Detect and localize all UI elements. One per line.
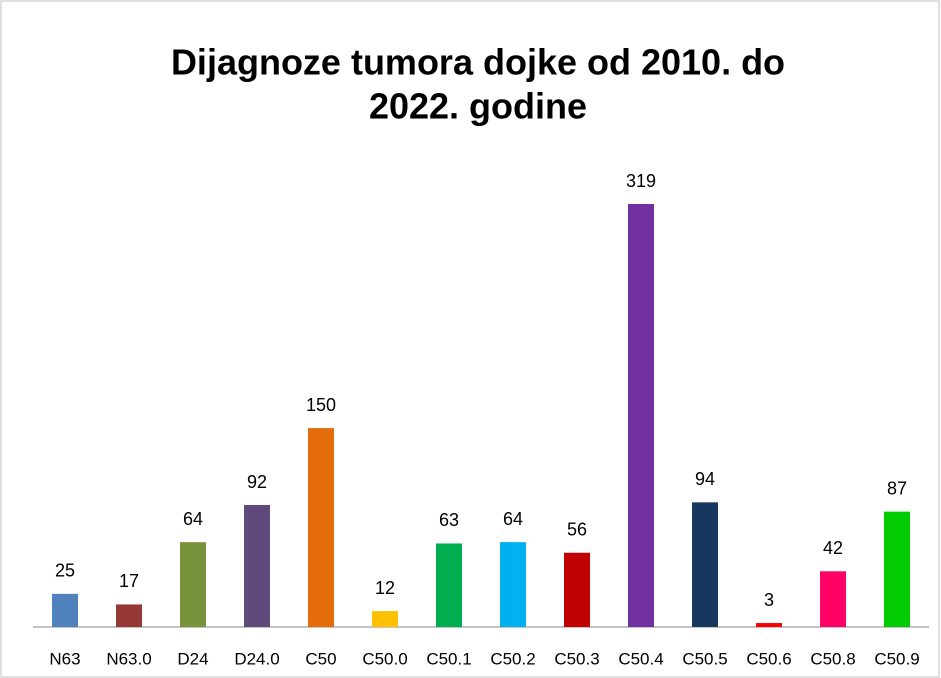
bar — [628, 204, 654, 627]
bar — [116, 604, 142, 627]
x-tick-label: D24.0 — [234, 649, 279, 668]
value-label: 92 — [247, 472, 267, 492]
bar — [820, 571, 846, 627]
value-label: 3 — [764, 590, 774, 610]
x-tick-label: D24 — [177, 649, 208, 668]
x-tick-label: C50.4 — [618, 649, 663, 668]
bar — [756, 623, 782, 627]
value-label: 17 — [119, 571, 139, 591]
x-tick-label: C50.1 — [426, 649, 471, 668]
value-label: 25 — [55, 561, 75, 581]
value-label: 63 — [439, 510, 459, 530]
value-label: 150 — [306, 395, 336, 415]
x-tick-label: C50.2 — [490, 649, 535, 668]
chart-title: Dijagnoze tumora dojke od 2010. do — [171, 42, 785, 83]
bar — [308, 428, 334, 627]
x-tick-label: N63 — [49, 649, 80, 668]
x-tick-label: C50.9 — [874, 649, 919, 668]
value-label: 42 — [823, 538, 843, 558]
bar — [372, 611, 398, 627]
value-label: 56 — [567, 519, 587, 539]
value-label: 12 — [375, 578, 395, 598]
x-tick-label: C50.5 — [682, 649, 727, 668]
bar — [884, 511, 910, 627]
x-tick-label: C50.8 — [810, 649, 855, 668]
value-label: 87 — [887, 478, 907, 498]
bar — [180, 542, 206, 627]
x-tick-label: C50.6 — [746, 649, 791, 668]
chart-title: 2022. godine — [369, 86, 587, 127]
value-label: 64 — [183, 509, 203, 529]
x-tick-label: C50.0 — [362, 649, 407, 668]
x-tick-label: C50.3 — [554, 649, 599, 668]
bar — [500, 542, 526, 627]
bar — [564, 552, 590, 627]
x-tick-label: C50 — [305, 649, 336, 668]
value-label: 319 — [626, 171, 656, 191]
bar — [244, 505, 270, 627]
bar — [692, 502, 718, 627]
value-label: 94 — [695, 469, 715, 489]
bar — [436, 543, 462, 627]
x-tick-label: N63.0 — [106, 649, 151, 668]
value-label: 64 — [503, 509, 523, 529]
bar — [52, 593, 78, 627]
